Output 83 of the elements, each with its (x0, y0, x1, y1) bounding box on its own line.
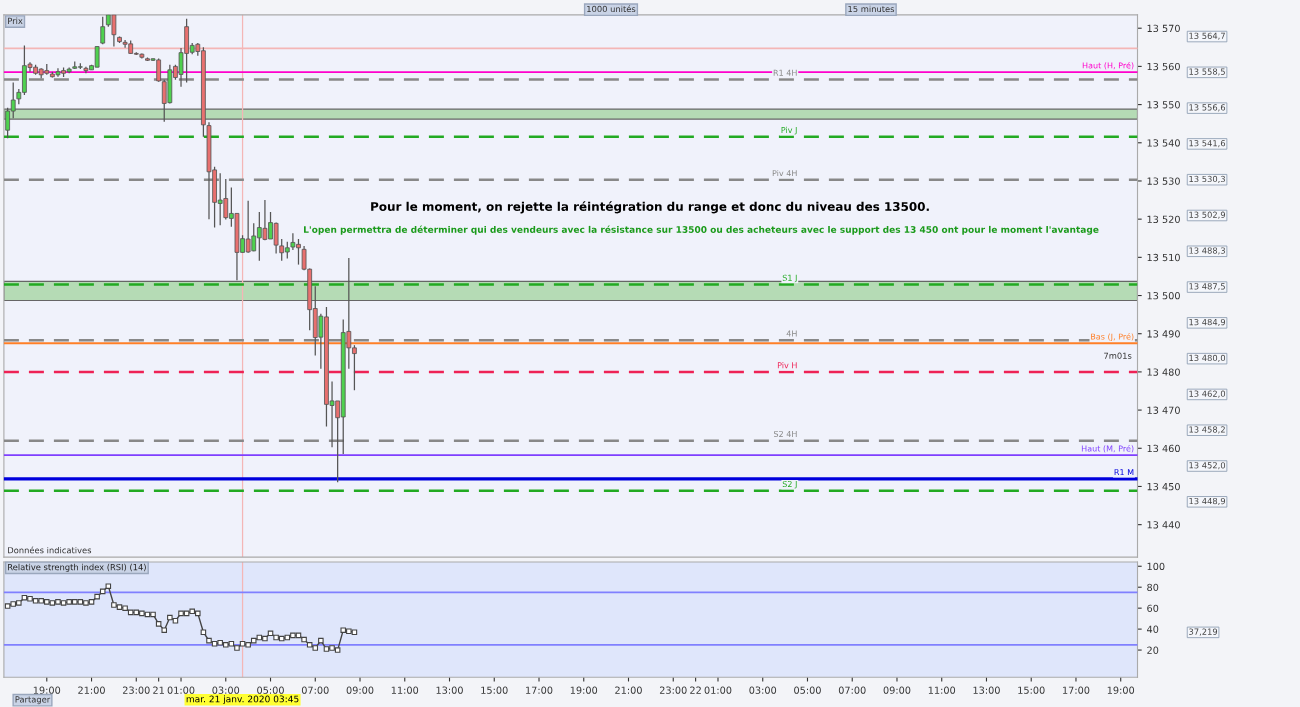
x-tick-label: 03:00 (212, 686, 240, 694)
y-tick-label: 13 570 (1147, 24, 1180, 33)
y-tick-label: 40 (1147, 625, 1159, 633)
text: Relative strength index (RSI) (14) (8, 563, 146, 572)
text: 13 487,5 (1189, 283, 1225, 291)
y-tick-label: 13 500 (1147, 292, 1180, 300)
x-tick-label: 15:00 (481, 686, 508, 694)
x-tick-label: 01:00 (704, 686, 732, 694)
y-tick-label: 80 (1147, 583, 1159, 592)
ref-line-label: Bas (J, Pré) (1091, 333, 1134, 342)
ref-line-label: S2 J (782, 480, 797, 489)
text: 13 564,7 (1189, 32, 1225, 40)
y-tick-label: 13 550 (1147, 101, 1180, 109)
y-tick-label: 100 (1147, 562, 1165, 571)
x-tick-label: 05:00 (257, 686, 284, 694)
x-tick-label: 19:00 (1107, 686, 1135, 694)
x-tick-label: 21:00 (615, 686, 642, 694)
x-tick-label: 22 (690, 686, 701, 694)
x-tick-label: 11:00 (928, 686, 956, 694)
text: 13 558,5 (1189, 68, 1225, 76)
annotation: Prix (8, 17, 23, 24)
ref-line-label: S1 J (782, 274, 797, 283)
text: 13 556,6 (1189, 104, 1226, 112)
x-tick-label: 03:00 (749, 686, 777, 694)
text: 13 462,0 (1189, 390, 1226, 398)
text: 13 452,0 (1189, 462, 1226, 470)
ref-line-label: mar. 21 janv. 2020 03:45 (186, 695, 299, 705)
x-tick-label: 21:00 (78, 686, 105, 694)
annotation: 7m01s (1104, 352, 1132, 359)
ref-line-label: S2 4H (773, 430, 797, 437)
x-tick-label: 13:00 (973, 686, 1000, 694)
x-tick-label: 01:00 (167, 686, 195, 694)
x-tick-label: 17:00 (1063, 686, 1090, 694)
x-tick-label: 19:00 (570, 686, 598, 694)
x-tick-label: 23:00 (122, 686, 150, 694)
text: 13 502,9 (1189, 211, 1226, 219)
x-tick-label: 17:00 (526, 686, 553, 694)
text: Partager (15, 696, 51, 705)
y-tick-label: 13 530 (1147, 177, 1180, 185)
x-tick-label: 21 (153, 686, 164, 694)
y-tick-label: 13 510 (1147, 253, 1180, 262)
x-tick-label: 09:00 (883, 686, 911, 694)
x-tick-label: 13:00 (436, 686, 463, 694)
x-tick-label: 07:00 (301, 686, 329, 694)
x-tick-label: 11:00 (391, 686, 419, 694)
text: 13 541,6 (1189, 140, 1226, 148)
text: 13 458,2 (1189, 426, 1225, 434)
text: 13 488,3 (1189, 247, 1225, 255)
ref-line-label: 4H (786, 330, 797, 337)
x-tick-label: 09:00 (346, 686, 374, 694)
y-tick-label: 13 480 (1147, 368, 1180, 376)
text: 13 530,3 (1189, 175, 1225, 183)
text: 15 minutes (848, 5, 895, 13)
y-tick-label: 20 (1147, 646, 1159, 654)
x-tick-label: 23:00 (659, 686, 687, 694)
ref-line-label: Haut (H, Pré) (1082, 61, 1134, 70)
text: 13 484,9 (1189, 318, 1226, 327)
ref-line-label: R1 M (1114, 469, 1134, 476)
y-tick-label: 13 470 (1147, 406, 1180, 414)
ref-line-label: Piv 4H (772, 169, 797, 177)
y-tick-label: 13 440 (1147, 521, 1180, 529)
ref-line-label: Piv H (777, 362, 797, 369)
y-tick-label: 13 450 (1147, 482, 1180, 491)
y-tick-label: 60 (1147, 604, 1159, 612)
y-tick-label: 13 540 (1147, 139, 1180, 147)
text: Pour le moment, on rejette la réintégration du range et donc du niveau des 13500. (371, 201, 929, 214)
x-tick-label: 19:00 (33, 686, 61, 694)
text: 13 448,9 (1189, 497, 1226, 506)
ref-line-label: Piv J (781, 126, 797, 135)
x-tick-label: 05:00 (794, 686, 821, 694)
text: L'open permettra de déterminer qui des vendeurs avec la résistance sur 13500 ou des acheteurs avec le support des 13 450 ont pour le moment l'avantage (304, 225, 1099, 235)
y-tick-label: 13 560 (1147, 62, 1180, 71)
text: 37,219 (1189, 628, 1218, 636)
ref-line-label: Haut (M, Pré) (1081, 444, 1134, 453)
x-tick-label: 15:00 (1018, 686, 1045, 694)
x-tick-label: 07:00 (838, 686, 866, 694)
y-tick-label: 13 460 (1147, 444, 1180, 453)
ref-line-label: R1 4H (773, 69, 797, 76)
y-tick-label: 13 490 (1147, 330, 1180, 338)
text: 1000 unités (587, 5, 636, 13)
annotation: Données indicatives (8, 546, 92, 554)
y-tick-label: 13 520 (1147, 215, 1180, 223)
text: 13 480,0 (1189, 354, 1226, 362)
